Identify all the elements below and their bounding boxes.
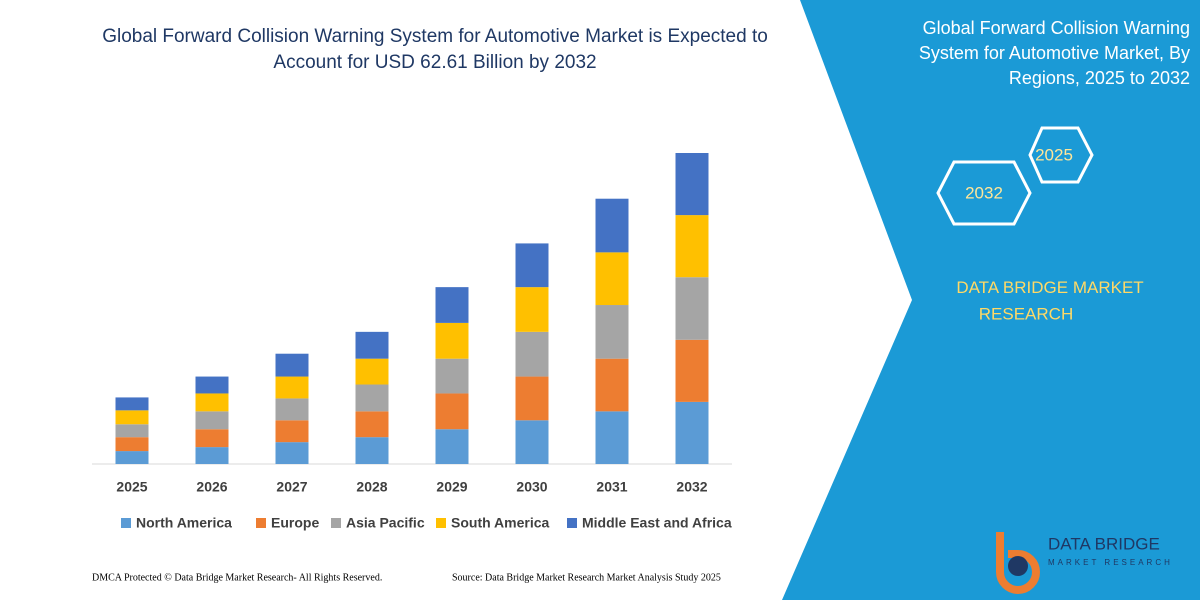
legend-label: Europe xyxy=(271,515,319,531)
bar-segment xyxy=(195,411,229,430)
bar-segment xyxy=(515,287,549,332)
bar-segment xyxy=(435,393,469,430)
bar-segment xyxy=(355,331,389,359)
bar-segment xyxy=(675,339,709,402)
x-tick-label: 2030 xyxy=(516,479,547,495)
bar-segment xyxy=(195,447,229,464)
bar-segment xyxy=(515,376,549,421)
bar-segment xyxy=(275,420,309,443)
bar-segment xyxy=(115,410,149,425)
bar-segment xyxy=(435,429,469,464)
legend-swatch xyxy=(331,518,341,528)
legend-label: South America xyxy=(451,515,549,531)
bar-segment xyxy=(115,437,149,452)
bar-segment xyxy=(675,401,709,464)
x-tick-label: 2025 xyxy=(116,479,147,495)
bar-segment xyxy=(595,305,629,359)
bar-segment xyxy=(355,411,389,438)
legend-swatch xyxy=(567,518,577,528)
bar-segment xyxy=(355,384,389,412)
hexagon xyxy=(1028,126,1094,184)
legend-label: Middle East and Africa xyxy=(582,515,732,531)
x-tick-label: 2027 xyxy=(276,479,307,495)
bar-segment xyxy=(515,331,549,377)
bar-segment xyxy=(675,153,709,216)
hex-label: 2025 xyxy=(1035,145,1073,164)
logo-name: DATA BRIDGE xyxy=(1048,534,1160,553)
bar-segment xyxy=(595,198,629,253)
x-tick-label: 2031 xyxy=(596,479,627,495)
bar-segment xyxy=(515,420,549,464)
bar-segment xyxy=(675,277,709,340)
bar-segment xyxy=(595,358,629,412)
bar-segment xyxy=(435,287,469,323)
hexagon xyxy=(936,160,1032,226)
logo-tagline: MARKET RESEARCH xyxy=(1048,558,1173,567)
logo-icon xyxy=(1008,556,1028,576)
brand-line: RESEARCH xyxy=(979,304,1073,323)
bar-segment xyxy=(115,397,149,411)
bar-segment xyxy=(435,358,469,394)
legend-swatch xyxy=(256,518,266,528)
legend-swatch xyxy=(436,518,446,528)
bar-segment xyxy=(515,243,549,288)
hex-label: 2032 xyxy=(965,183,1003,202)
bar-segment xyxy=(275,376,309,399)
legend-swatch xyxy=(121,518,131,528)
bar-segment xyxy=(675,215,709,278)
logo-icon xyxy=(996,532,1040,594)
x-tick-label: 2026 xyxy=(196,479,227,495)
bar-segment xyxy=(115,451,149,464)
bar-segment xyxy=(595,252,629,306)
x-tick-label: 2032 xyxy=(676,479,707,495)
bar-segment xyxy=(195,393,229,412)
bar-segment xyxy=(435,322,469,359)
legend-label: North America xyxy=(136,515,232,531)
panel-title: Global Forward Collision Warning System … xyxy=(918,18,1190,88)
bar-segment xyxy=(195,376,229,394)
x-tick-label: 2028 xyxy=(356,479,387,495)
side-panel xyxy=(782,0,1200,600)
brand-line: DATA BRIDGE MARKET xyxy=(956,278,1143,297)
bar-segment xyxy=(275,442,309,464)
bar-segment xyxy=(195,429,229,448)
bar-segment xyxy=(355,437,389,464)
bar-segment xyxy=(595,411,629,464)
legend-label: Asia Pacific xyxy=(346,515,425,531)
bar-segment xyxy=(275,353,309,377)
x-tick-label: 2029 xyxy=(436,479,467,495)
bar-segment xyxy=(275,398,309,421)
footer-left: DMCA Protected © Data Bridge Market Rese… xyxy=(92,572,382,583)
chart-title: Global Forward Collision Warning System … xyxy=(102,26,768,73)
footer-right: Source: Data Bridge Market Research Mark… xyxy=(452,572,721,583)
bar-segment xyxy=(115,424,149,438)
bar-segment xyxy=(355,358,389,385)
